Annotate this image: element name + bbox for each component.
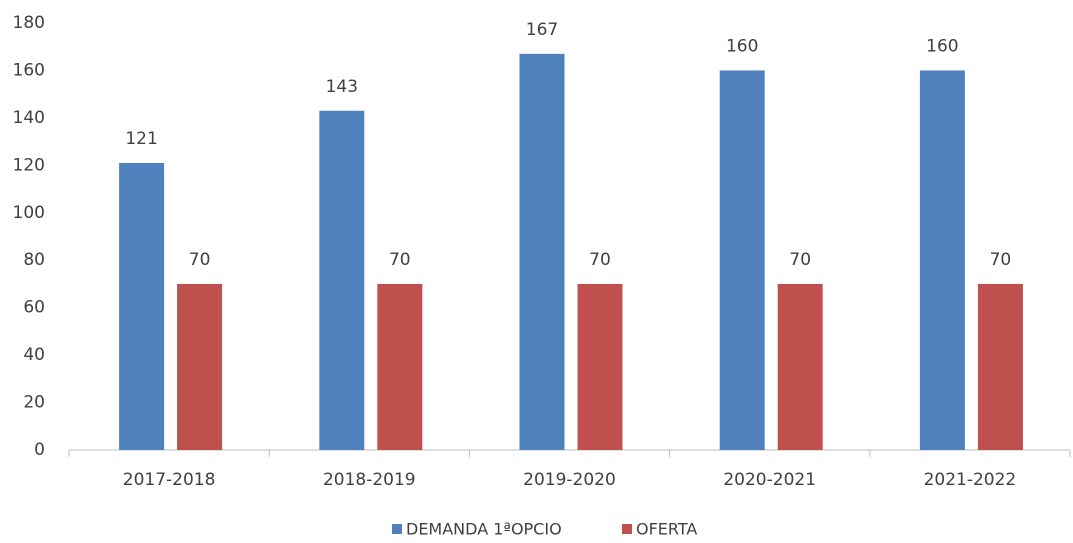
x-tick-label: 2019-2020 (523, 470, 616, 490)
x-tick-label: 2020-2021 (723, 470, 816, 490)
data-label: 121 (125, 129, 157, 149)
bar (177, 283, 223, 450)
data-label: 167 (526, 20, 558, 40)
data-label: 160 (926, 36, 958, 56)
y-tick-label: 60 (23, 298, 45, 318)
y-tick-label: 140 (13, 108, 45, 128)
bar (977, 283, 1023, 450)
bar (119, 162, 165, 450)
bar (577, 283, 623, 450)
data-label: 70 (589, 250, 611, 270)
y-tick-label: 180 (13, 13, 45, 33)
data-label: 143 (326, 77, 358, 97)
y-tick-label: 80 (23, 250, 45, 270)
bar (719, 70, 765, 450)
y-tick-label: 20 (23, 393, 45, 413)
bar (777, 283, 823, 450)
x-tick-label: 2017-2018 (123, 470, 216, 490)
y-tick-label: 160 (13, 60, 45, 80)
data-label: 70 (189, 250, 211, 270)
legend-label: OFERTA (636, 520, 697, 539)
y-tick-label: 0 (34, 440, 45, 460)
y-tick-label: 100 (13, 203, 45, 223)
data-label: 160 (726, 36, 758, 56)
y-tick-label: 120 (13, 155, 45, 175)
data-label: 70 (789, 250, 811, 270)
y-tick-label: 40 (23, 345, 45, 365)
legend-swatch (392, 524, 402, 534)
data-label: 70 (389, 250, 411, 270)
bar (919, 70, 965, 450)
legend-swatch (622, 524, 632, 534)
x-tick-label: 2018-2019 (323, 470, 416, 490)
bar (377, 283, 423, 450)
legend-label: DEMANDA 1ªOPCIO (406, 520, 562, 539)
bar (519, 53, 565, 450)
x-tick-label: 2021-2022 (924, 470, 1017, 490)
bar (319, 110, 365, 451)
data-label: 70 (990, 250, 1012, 270)
